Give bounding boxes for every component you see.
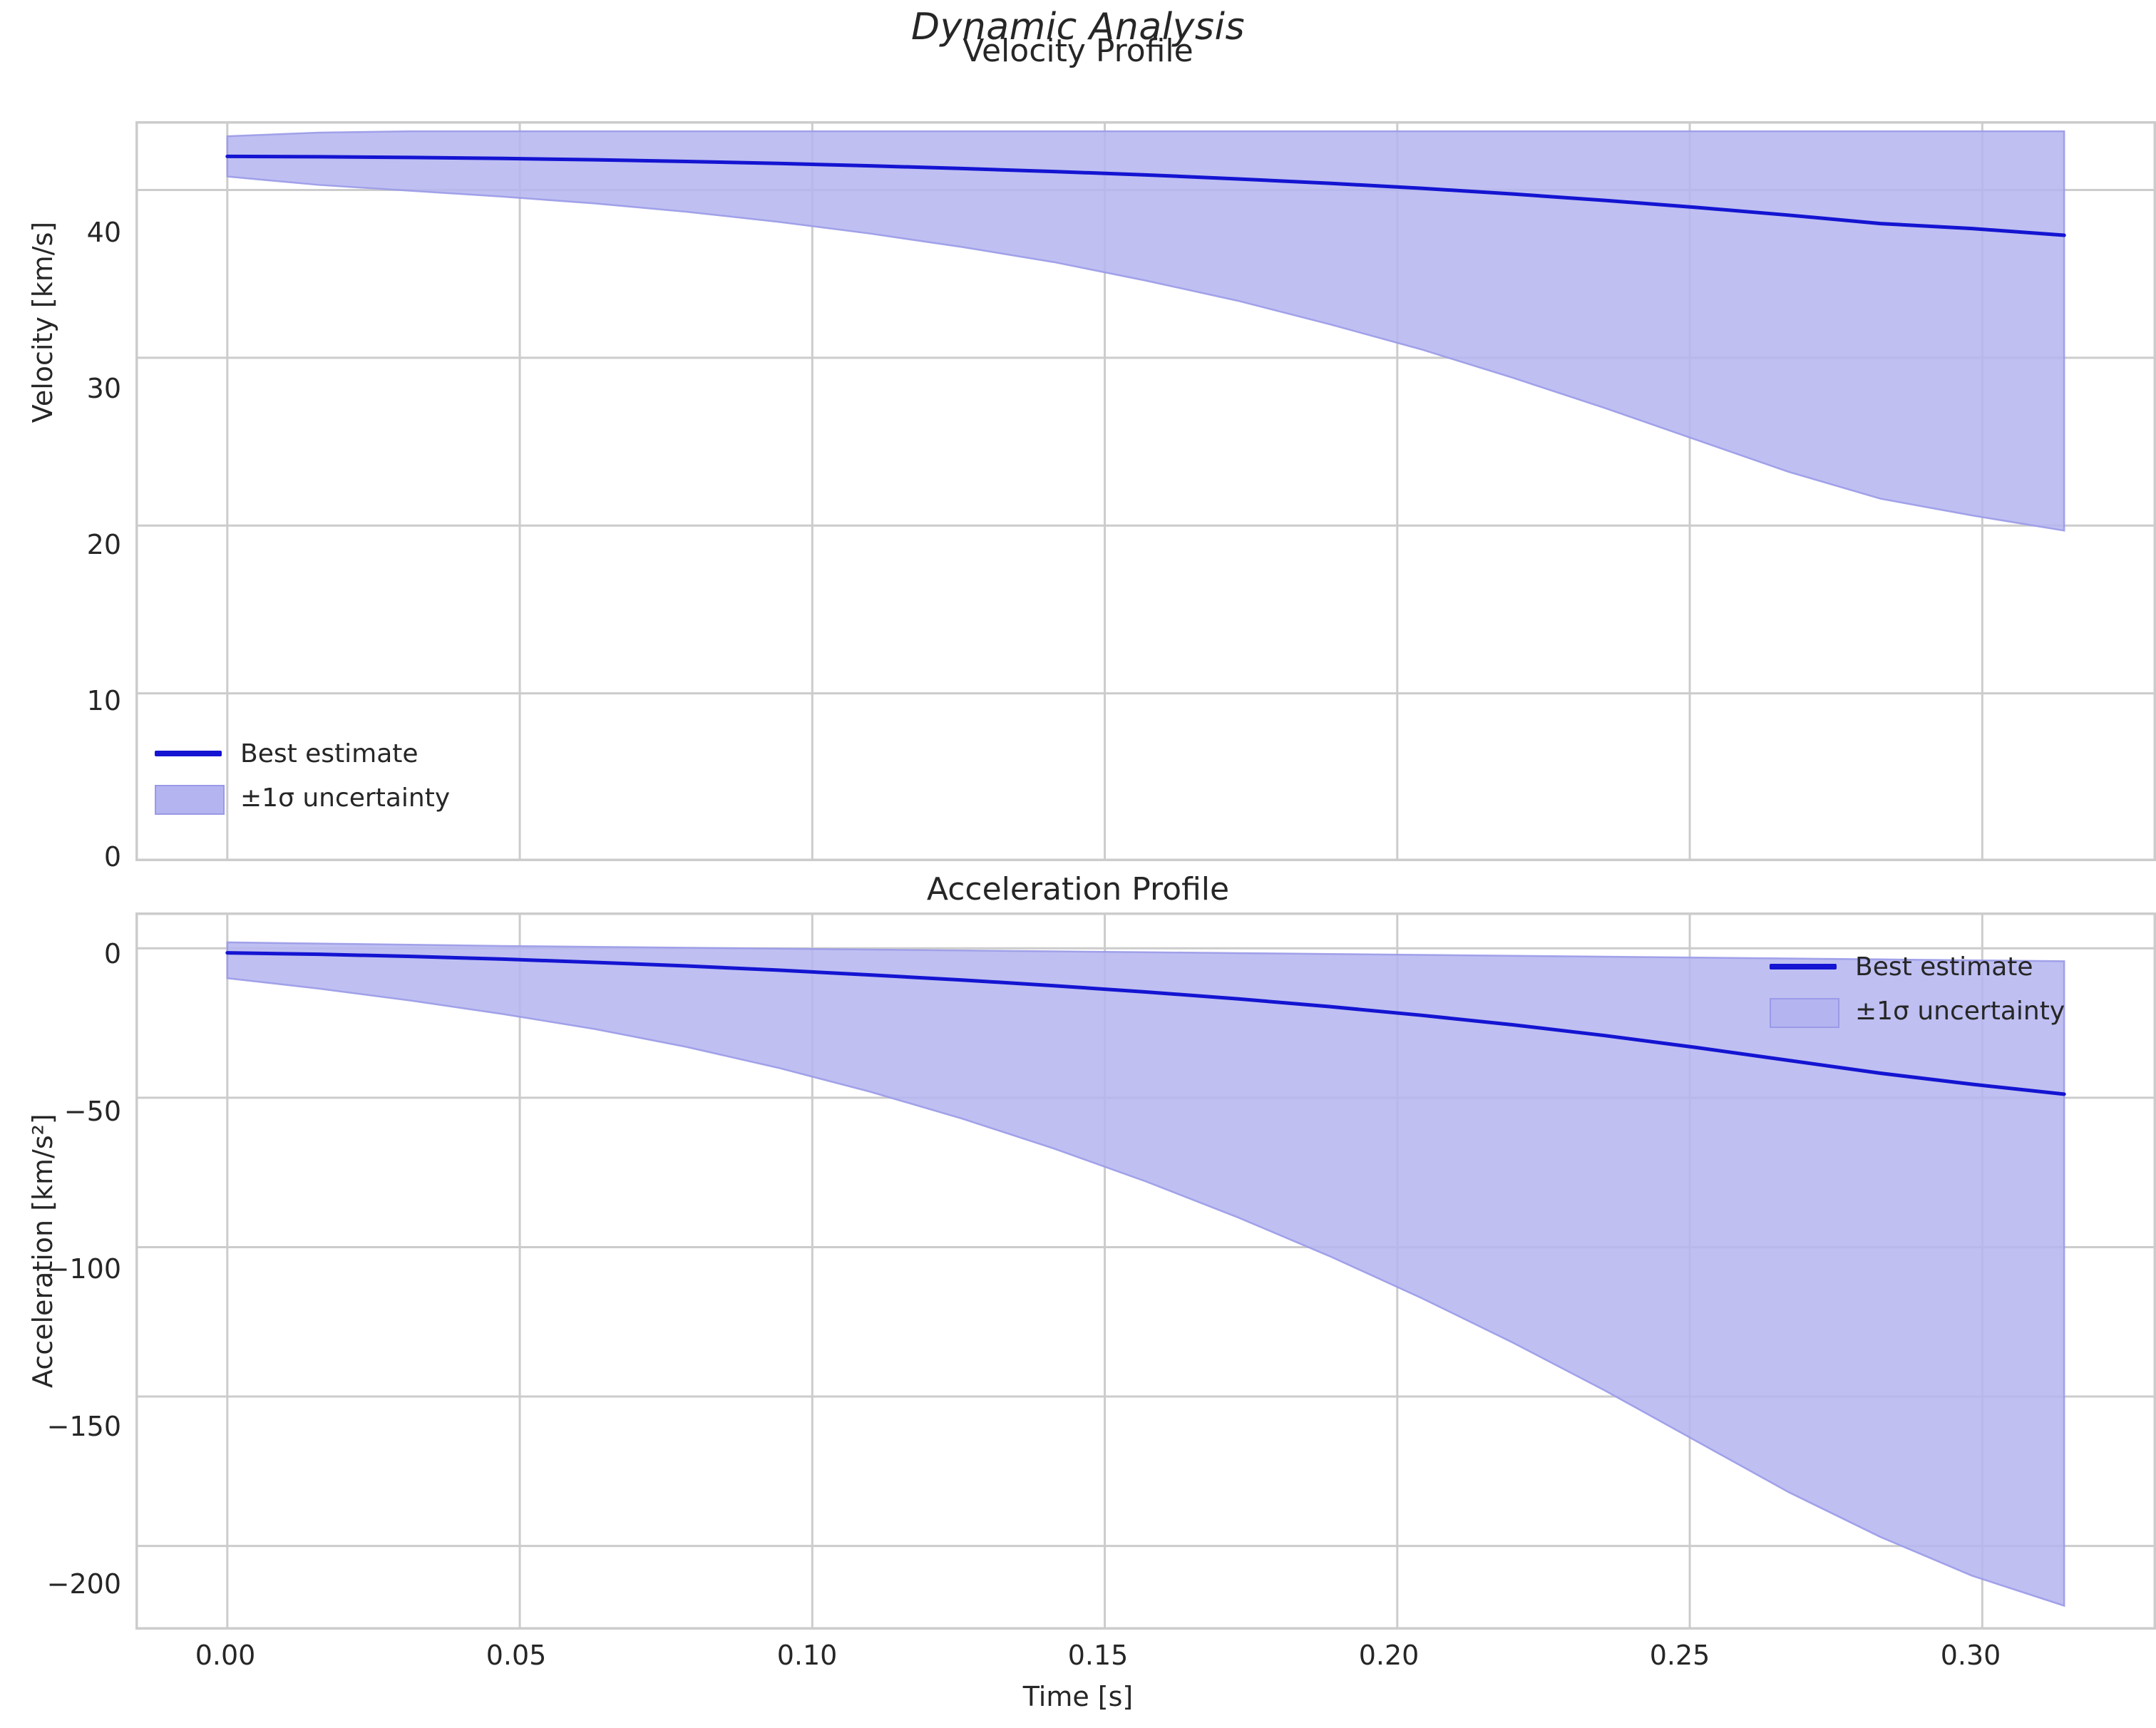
axes-spine [135,912,2156,1630]
best-estimate-line [225,154,2066,237]
acceleration-ytick-100: −100 [46,1253,121,1285]
velocity-plot-area [135,121,2156,861]
legend-label-uncertainty-accel: ±1σ uncertainty [1855,996,2065,1026]
xtick-0: 0.00 [195,1640,256,1671]
xtick-5: 0.25 [1649,1640,1710,1671]
acceleration-legend: Best estimate ±1σ uncertainty [1761,945,2065,1033]
velocity-ytick-40: 40 [86,217,121,248]
uncertainty-band [226,941,2065,1608]
uncertainty-band-icon [1770,998,1839,1028]
acceleration-ytick-200: −200 [46,1568,121,1600]
acceleration-plot-area [135,912,2156,1630]
acceleration-ylabel: Acceleration [km/s²] [27,1114,58,1388]
legend-row-best-estimate: Best estimate [146,731,450,776]
velocity-ytick-10: 10 [86,685,121,716]
xtick-1: 0.05 [486,1640,547,1671]
legend-row-best-estimate-accel: Best estimate [1761,945,2065,989]
best-estimate-line-icon [1770,964,1837,970]
uncertainty-band [226,130,2065,532]
x-axis-label: Time [s] [1022,1681,1134,1712]
xtick-6: 0.30 [1940,1640,2001,1671]
figure-suptitle: Dynamic Analysis [910,6,1246,48]
velocity-ytick-0: 0 [103,841,121,873]
velocity-ytick-30: 30 [86,373,121,404]
velocity-legend: Best estimate ±1σ uncertainty [146,731,450,820]
velocity-subplot-title: Velocity Profile [962,33,1194,69]
legend-patch-key-accel [1761,989,1845,1033]
legend-label-best-estimate: Best estimate [240,739,419,768]
best-estimate-line-icon [155,751,222,756]
best-estimate-line [225,951,2066,1096]
xtick-4: 0.20 [1358,1640,1420,1671]
legend-row-uncertainty-accel: ±1σ uncertainty [1761,989,2065,1033]
legend-row-uncertainty: ±1σ uncertainty [146,776,450,820]
legend-line-key-accel [1761,945,1845,989]
legend-label-best-estimate-accel: Best estimate [1855,952,2033,982]
legend-label-uncertainty: ±1σ uncertainty [240,783,451,813]
xtick-2: 0.10 [776,1640,838,1671]
uncertainty-band-icon [155,785,225,815]
velocity-ytick-20: 20 [86,529,121,560]
acceleration-ytick-0: 0 [103,938,121,970]
legend-patch-key [146,776,230,820]
acceleration-subplot-title: Acceleration Profile [926,871,1230,907]
legend-line-key [146,731,230,776]
axes-spine [135,121,2156,861]
acceleration-ytick-50: −50 [63,1096,121,1127]
xtick-3: 0.15 [1067,1640,1129,1671]
acceleration-ytick-150: −150 [46,1411,121,1442]
